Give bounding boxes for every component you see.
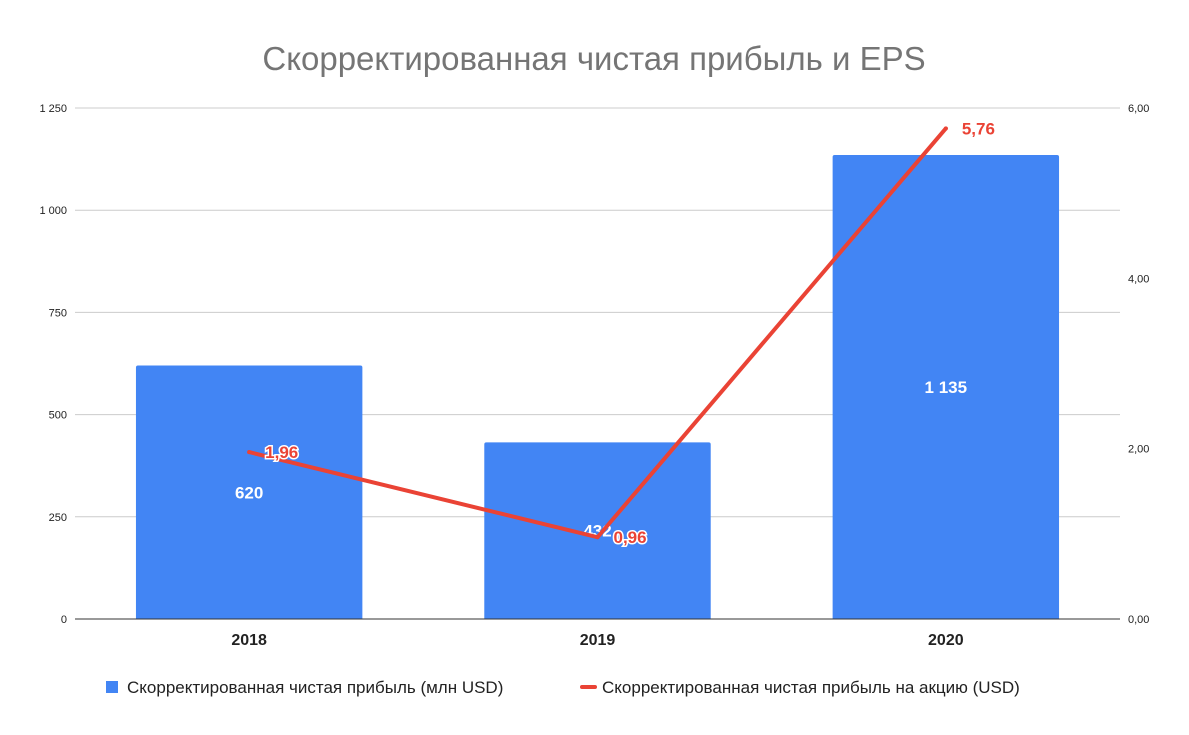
eps-point (943, 126, 948, 131)
left-axis-ticks: 0 250 500 750 1 000 1 250 (39, 103, 67, 626)
right-axis-ticks: 0,00 2,00 4,00 6,00 (1128, 103, 1149, 626)
legend-label-line: Скорректированная чистая прибыль на акци… (602, 678, 1020, 697)
left-tick-label: 1 000 (39, 205, 67, 217)
left-tick-label: 1 250 (39, 103, 67, 115)
category-label: 2020 (928, 632, 964, 649)
left-tick-label: 750 (49, 307, 67, 319)
line-series (247, 126, 948, 540)
eps-point (595, 535, 600, 540)
eps-value-label: 0,96 (614, 528, 647, 547)
left-tick-label: 500 (49, 410, 67, 422)
category-label: 2019 (580, 632, 616, 649)
legend-swatch-bar (106, 681, 118, 693)
right-tick-label: 6,00 (1128, 103, 1149, 115)
bar (832, 155, 1060, 619)
eps-value-label: 1,96 (265, 443, 298, 462)
right-tick-label: 2,00 (1128, 444, 1149, 456)
bar (484, 442, 711, 619)
category-label: 2018 (231, 632, 267, 649)
eps-value-label: 5,76 (962, 119, 995, 138)
left-tick-label: 250 (49, 512, 67, 524)
bar (135, 365, 363, 619)
eps-point (247, 450, 252, 455)
bar-value-label: 1 135 (925, 378, 968, 397)
legend-label-bar: Скорректированная чистая прибыль (млн US… (127, 678, 503, 697)
category-labels: 2018 2019 2020 (231, 632, 963, 649)
line-data-labels: 1,96 0,96 5,76 (264, 118, 997, 549)
bar-value-label: 620 (235, 483, 263, 502)
bar-series (135, 155, 1060, 619)
left-tick-label: 0 (61, 614, 67, 626)
right-tick-label: 4,00 (1128, 273, 1149, 285)
chart-title: Скорректированная чистая прибыль и EPS (262, 40, 925, 77)
legend: Скорректированная чистая прибыль (млн US… (106, 678, 1020, 697)
right-tick-label: 0,00 (1128, 614, 1149, 626)
